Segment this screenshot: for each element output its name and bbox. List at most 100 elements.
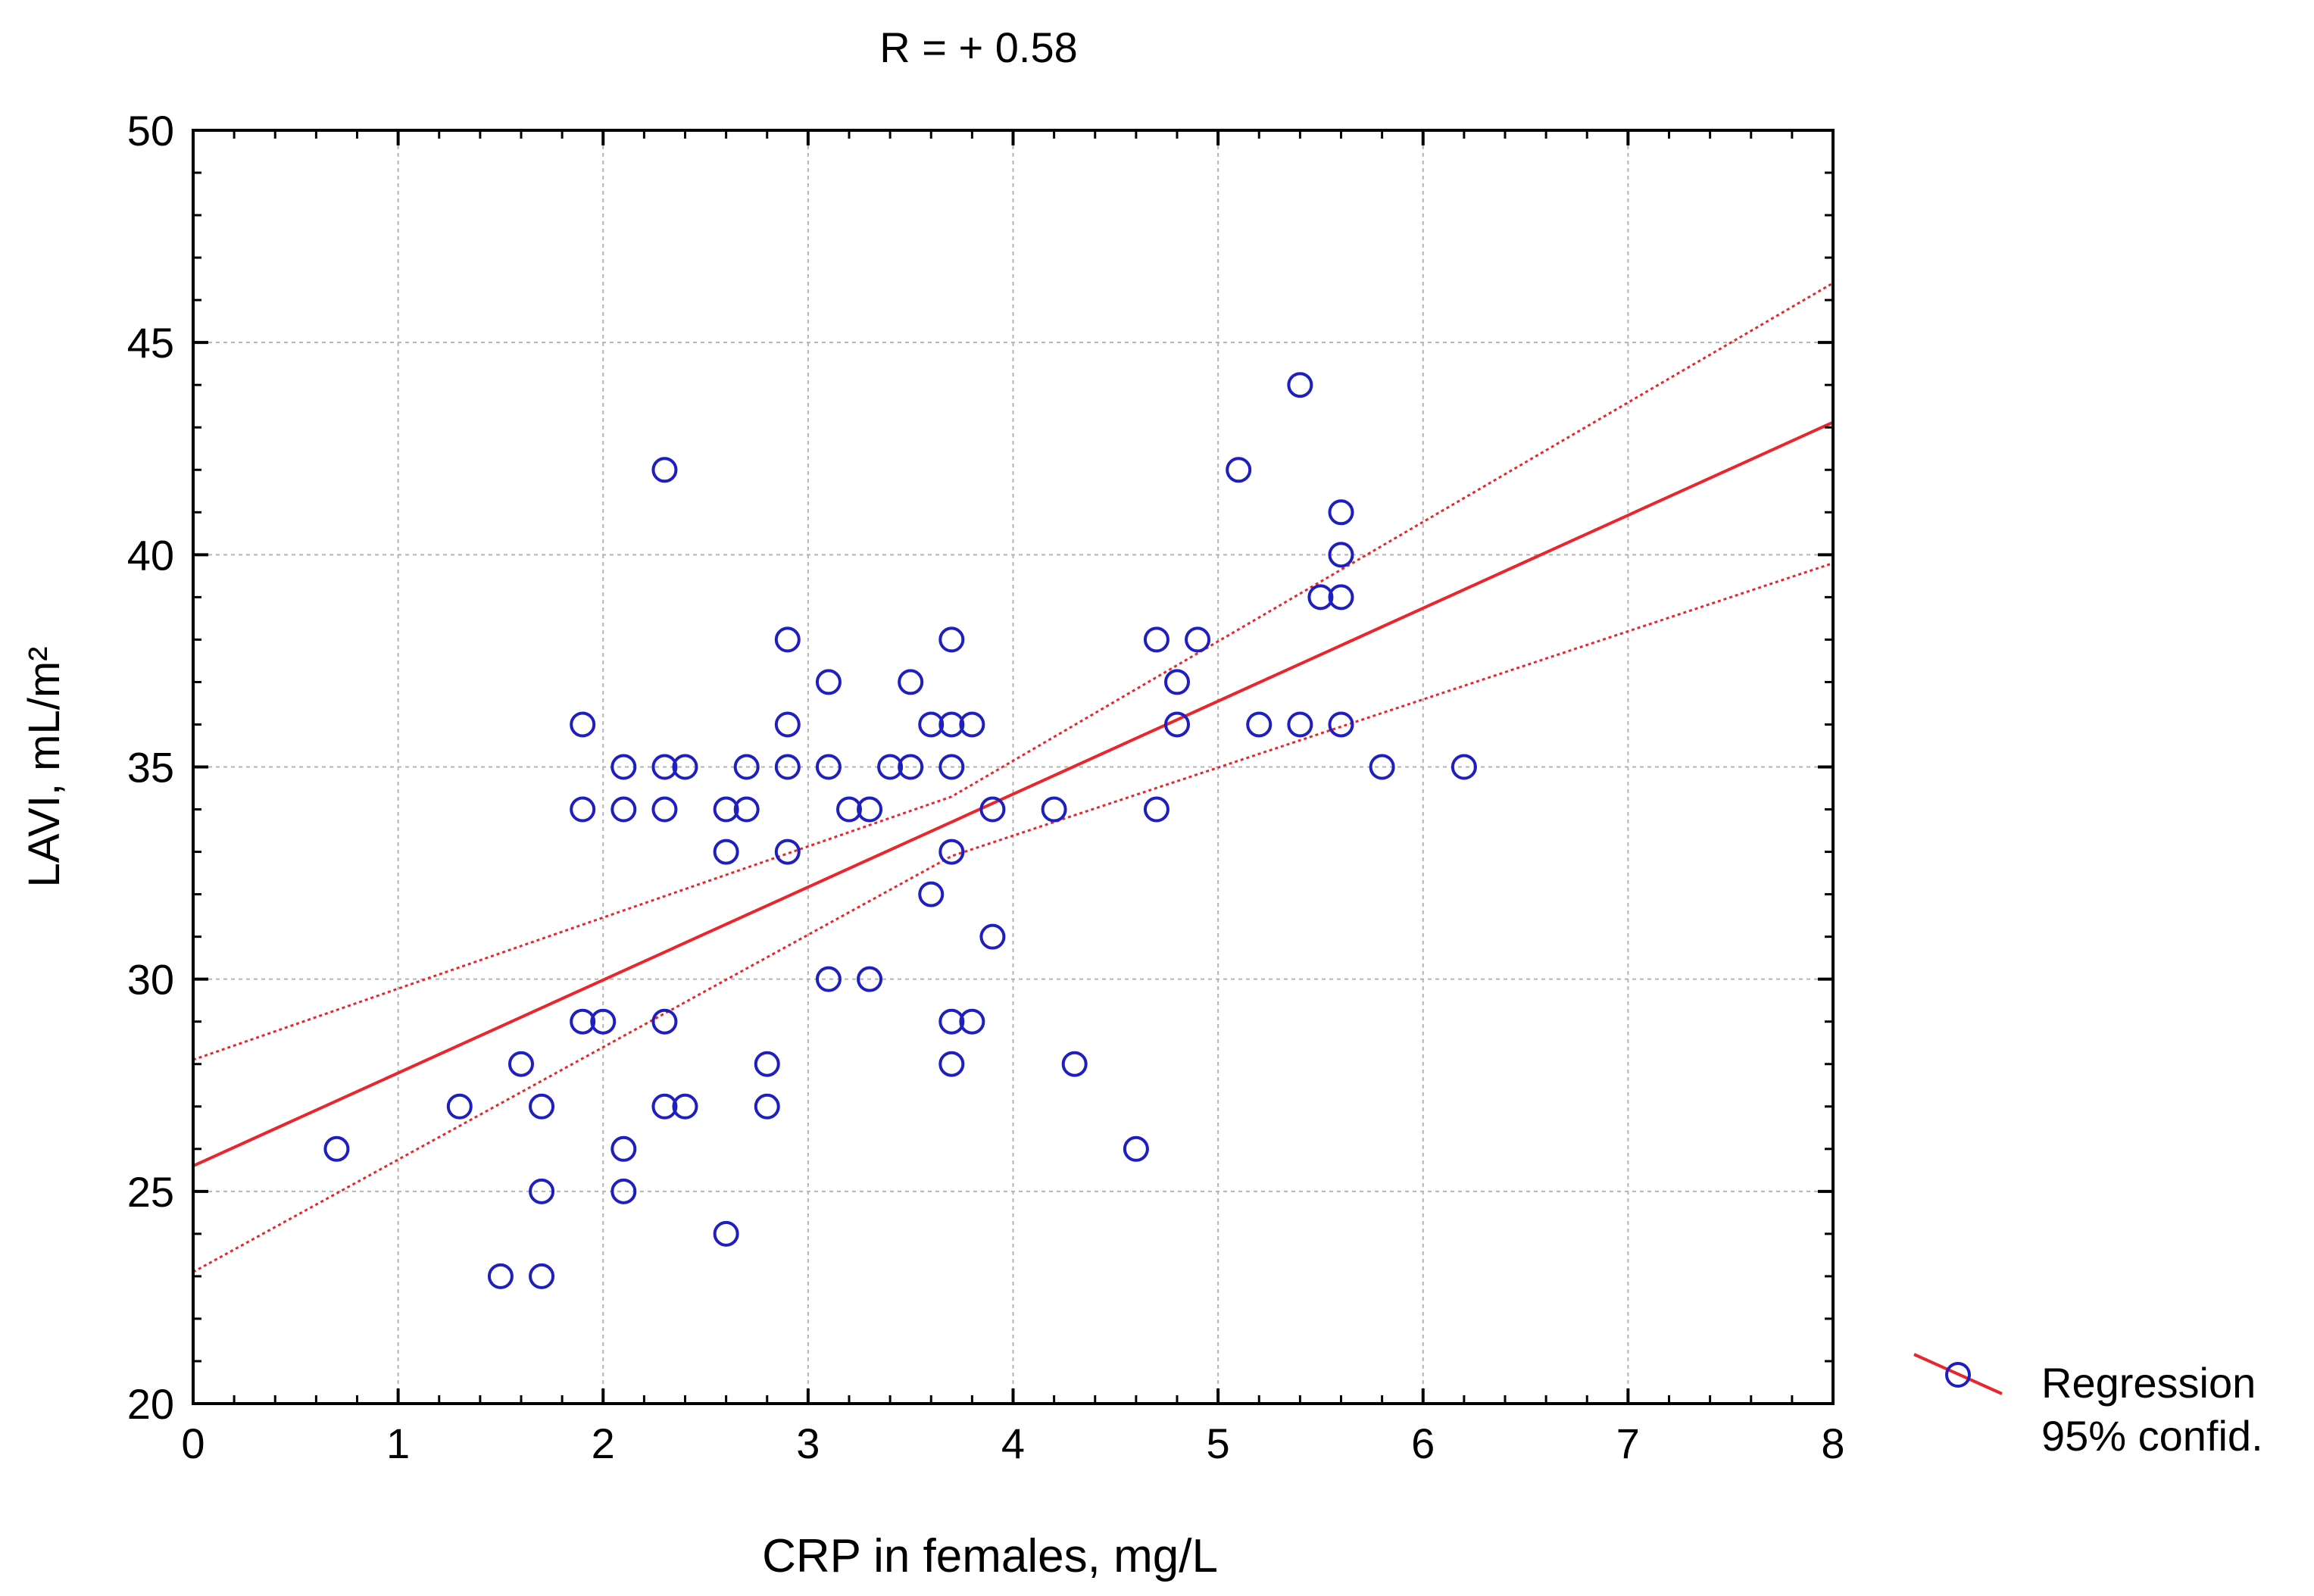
data-point (651, 796, 678, 823)
data-point (570, 711, 596, 738)
x-tick-label: 7 (1616, 1420, 1640, 1467)
data-point (1328, 499, 1354, 526)
chart-title: R = + 0.58 (879, 23, 1078, 71)
confidence-bands (192, 282, 1834, 1273)
data-point (508, 1051, 534, 1077)
regression-line-group (192, 420, 1834, 1168)
data-point (918, 881, 945, 907)
data-point (815, 754, 842, 780)
y-tick-label: 30 (127, 956, 174, 1004)
grid-lines (193, 130, 1833, 1404)
data-point (611, 754, 637, 780)
x-tick-label: 2 (592, 1420, 615, 1467)
data-point (611, 796, 637, 823)
data-point (1143, 626, 1169, 653)
y-tick-label: 40 (127, 531, 174, 579)
data-point (1185, 626, 1211, 653)
confidence-upper-line (192, 282, 1834, 1061)
data-point (754, 1051, 780, 1077)
legend-regression-swatch (1913, 1353, 2003, 1395)
x-tick-label: 6 (1411, 1420, 1435, 1467)
legend-label-confidence: 95% confid. (2041, 1412, 2263, 1460)
data-point (1451, 754, 1477, 780)
data-point (529, 1093, 555, 1120)
data-point (754, 1093, 780, 1120)
data-point (918, 711, 945, 738)
data-point (651, 1093, 678, 1120)
data-point (959, 711, 985, 738)
x-tick-label: 5 (1207, 1420, 1230, 1467)
data-point (1061, 1051, 1088, 1077)
data-point (938, 626, 965, 653)
data-point (898, 754, 924, 780)
x-tick-label: 4 (1001, 1420, 1025, 1467)
y-tick-label: 20 (127, 1380, 174, 1428)
y-tick-label: 35 (127, 744, 174, 792)
x-tick-label: 0 (181, 1420, 205, 1467)
data-point (1287, 711, 1313, 738)
data-point (774, 626, 801, 653)
y-tick-label: 50 (127, 107, 174, 155)
data-point (979, 923, 1006, 950)
legend-label-regression: Regression (2041, 1359, 2256, 1407)
data-point (733, 754, 760, 780)
data-point (857, 796, 883, 823)
data-point (898, 669, 924, 695)
data-point (959, 1008, 985, 1035)
data-point (323, 1135, 350, 1162)
x-axis-label: CRP in females, mg/L (762, 1530, 1218, 1582)
data-point (651, 1008, 678, 1035)
data-point (774, 839, 801, 865)
data-point (938, 1008, 965, 1035)
x-tick-label: 3 (796, 1420, 820, 1467)
legend: Regression 95% confid. (1913, 1353, 2263, 1460)
data-point (733, 796, 760, 823)
data-point (938, 839, 965, 865)
legend-point-swatch (1945, 1362, 1971, 1388)
data-point (1164, 711, 1190, 738)
data-point (672, 1093, 698, 1120)
x-tick-label: 8 (1821, 1420, 1844, 1467)
data-point (1328, 542, 1354, 568)
data-point (529, 1178, 555, 1204)
data-point (672, 754, 698, 780)
y-tick-label: 45 (127, 319, 174, 367)
data-point (487, 1263, 514, 1289)
data-point (651, 457, 678, 483)
data-point (713, 839, 739, 865)
data-point (611, 1178, 637, 1204)
data-point (774, 754, 801, 780)
data-point (877, 754, 904, 780)
data-point (590, 1008, 617, 1035)
data-point (611, 1135, 637, 1162)
data-point (1369, 754, 1395, 780)
data-point (1287, 372, 1313, 398)
data-point (979, 796, 1006, 823)
data-point (938, 711, 965, 738)
data-point (1143, 796, 1169, 823)
data-point (446, 1093, 473, 1120)
data-point (815, 966, 842, 992)
data-point (938, 754, 965, 780)
data-point (1307, 584, 1334, 611)
regression-line (192, 420, 1834, 1168)
data-point (570, 796, 596, 823)
data-point (570, 1008, 596, 1035)
data-point (836, 796, 862, 823)
data-points (323, 372, 1477, 1289)
data-point (1164, 669, 1190, 695)
data-point (1041, 796, 1067, 823)
data-point (815, 669, 842, 695)
data-point (651, 754, 678, 780)
data-point (1328, 584, 1354, 611)
data-point (713, 796, 739, 823)
data-point (1226, 457, 1252, 483)
data-point (529, 1263, 555, 1289)
y-tick-label: 25 (127, 1168, 174, 1216)
x-tick-label: 1 (386, 1420, 410, 1467)
data-point (713, 1220, 739, 1247)
data-point (1246, 711, 1273, 738)
data-point (938, 1051, 965, 1077)
